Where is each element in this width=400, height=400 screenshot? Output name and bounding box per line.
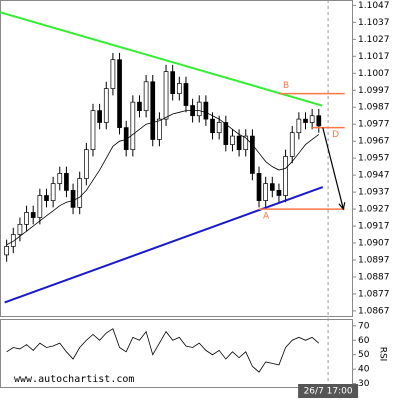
- y-tick-label: 70: [358, 321, 370, 331]
- y-tick-label: 1.0997: [358, 86, 390, 96]
- forecast-arrow: [322, 127, 344, 210]
- candle-body: [269, 183, 275, 191]
- candle-body: [24, 212, 29, 225]
- x-tick-label-box: [298, 384, 359, 398]
- candle-body: [283, 156, 288, 196]
- level-label: B: [283, 81, 289, 91]
- level-label: D: [332, 130, 339, 140]
- y-tick-label: 1.0877: [358, 289, 390, 299]
- candle-body: [117, 59, 122, 128]
- candle-body: [210, 118, 215, 134]
- candle-body: [236, 135, 242, 151]
- y-tick-label: 1.0957: [358, 154, 390, 164]
- trend-line: [4, 186, 324, 304]
- y-tick-label: 30: [358, 379, 370, 389]
- y-tick-label: 1.0887: [358, 272, 390, 282]
- candle-body: [250, 135, 255, 174]
- watermark: www.autochartist.com: [14, 374, 134, 385]
- y-tick-label: 1.0937: [358, 188, 390, 198]
- candle-body: [123, 127, 129, 151]
- candle-body: [70, 190, 76, 208]
- candle-body: [90, 110, 96, 151]
- candle-body: [289, 132, 295, 157]
- y-tick-label: 40: [358, 365, 370, 375]
- candle-body: [57, 173, 63, 184]
- candle-body: [97, 110, 102, 123]
- y-tick-label: 1.0867: [358, 306, 390, 316]
- rsi-label: RSI: [378, 347, 388, 362]
- level-label: A: [263, 212, 270, 222]
- candle-body: [103, 88, 109, 123]
- candle-body: [216, 122, 222, 134]
- candle-body: [4, 246, 9, 256]
- candle-body: [50, 183, 56, 201]
- candle-body: [303, 118, 308, 123]
- rsi-line: [6, 328, 320, 373]
- candle-body: [309, 115, 315, 123]
- y-tick-label: 60: [358, 336, 370, 346]
- y-tick-label: 1.0947: [358, 171, 390, 181]
- x-tick-label: 26/7 17:00: [304, 387, 353, 397]
- arrow-head: [338, 202, 346, 211]
- y-tick-label: 1.1017: [358, 52, 390, 62]
- y-tick-label: 1.1047: [358, 1, 390, 11]
- candle-body: [170, 71, 176, 95]
- moving-average: [6, 110, 320, 246]
- y-tick-label: 1.0977: [358, 120, 390, 130]
- candle-body: [196, 101, 202, 117]
- candle-body: [44, 195, 49, 201]
- candle-body: [263, 183, 269, 201]
- candle-body: [276, 190, 282, 196]
- candle-body: [230, 135, 235, 145]
- candle-body: [157, 118, 162, 140]
- candle-body: [37, 195, 43, 218]
- candle-body: [137, 101, 142, 111]
- trend-line: [0, 11, 323, 107]
- candle-body: [316, 115, 322, 127]
- candle-body: [256, 173, 262, 201]
- candle-body: [176, 83, 182, 95]
- y-tick-label: 1.0907: [358, 239, 390, 249]
- candle-body: [77, 178, 83, 208]
- candle-body: [150, 81, 156, 140]
- y-tick-label: 50: [358, 350, 370, 360]
- candle-body: [203, 101, 209, 120]
- candle-body: [163, 71, 169, 120]
- y-tick-label: 1.1007: [358, 69, 390, 79]
- candle-body: [223, 122, 229, 145]
- y-tick-label: 1.0927: [358, 205, 390, 215]
- candle-body: [17, 223, 23, 235]
- y-tick-label: 1.1027: [358, 35, 390, 45]
- candle-body: [83, 149, 89, 179]
- rsi-frame: [0, 319, 353, 388]
- candle-body: [64, 173, 69, 191]
- y-tick-label: 1.0987: [358, 103, 390, 113]
- candle-body: [296, 118, 302, 134]
- candle-body: [143, 81, 149, 111]
- y-tick-label: 1.0967: [358, 137, 390, 147]
- y-tick-label: 1.0917: [358, 222, 390, 232]
- candle-body: [243, 135, 249, 151]
- candle-body: [30, 212, 36, 218]
- candle-body: [10, 234, 16, 247]
- y-tick-label: 1.0897: [358, 255, 390, 265]
- candle-body: [130, 101, 136, 151]
- candle-body: [183, 83, 189, 106]
- y-tick-label: 1.1037: [358, 18, 390, 28]
- candle-body: [110, 59, 116, 89]
